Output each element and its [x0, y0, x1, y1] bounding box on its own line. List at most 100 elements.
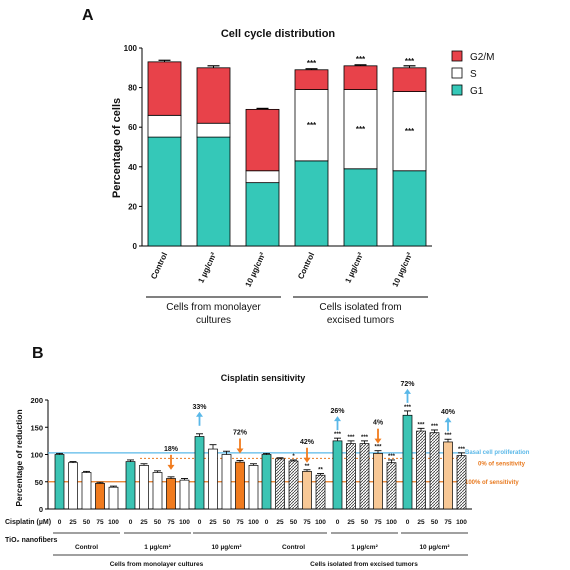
chart-b-dose-label: 100: [315, 519, 326, 526]
chart-b-y-tick-label: 150: [30, 423, 43, 432]
chart-b-dose-label: 100: [108, 519, 119, 526]
chart-b-bar: [221, 454, 232, 510]
chart-b-dose-label: 50: [83, 519, 91, 526]
chart-b-arrow-label: 18%: [164, 446, 179, 453]
chart-b-super-label: Cells from monolayer cultures: [110, 561, 204, 568]
chart-a-y-tick-label: 20: [128, 202, 137, 211]
chart-a-group-label: cultures: [196, 315, 231, 326]
chart-b-super-label: Cells isolated from excised tumors: [310, 561, 418, 568]
chart-b-dose-label: 0: [198, 519, 202, 526]
chart-b-dose-label: 100: [248, 519, 259, 526]
chart-a-legend-swatch: [451, 50, 463, 62]
chart-a-bar-g1: [294, 160, 329, 247]
up-arrow-icon: [334, 416, 341, 422]
chart-b-bar: [456, 455, 467, 510]
chart-b-dose-label: 50: [154, 519, 162, 526]
chart-b-bar: [125, 461, 136, 510]
chart-b-dose-label: 0: [336, 519, 340, 526]
chart-b-significance: *: [292, 454, 295, 460]
down-arrow-icon: [167, 464, 175, 470]
chart-b-dose-label: 100: [386, 519, 397, 526]
chart-a-legend-label: G2/M: [470, 52, 494, 63]
chart-b-dose-label: 25: [276, 519, 284, 526]
chart-b-significance: ***: [417, 422, 425, 428]
chart-b-significance: **: [305, 464, 310, 470]
chart-b-arrow-label: 42%: [300, 439, 315, 446]
chart-a-y-tick-label: 40: [128, 163, 137, 172]
chart-b-bar: [275, 458, 285, 510]
chart-a-bar-g2m: [392, 67, 427, 92]
chart-a-bar-g1: [147, 136, 182, 247]
chart-b-arrow-label: 72%: [233, 429, 248, 436]
chart-a-title: Cell cycle distribution: [221, 28, 336, 40]
chart-a-bar-s: [196, 122, 231, 138]
chart-b-bar: [166, 478, 176, 510]
chart-b-significance: ***: [374, 445, 382, 451]
chart-a-bar-g1: [343, 168, 378, 247]
chart-a-y-tick-label: 100: [124, 44, 138, 53]
chart-b-y-tick-label: 200: [30, 396, 43, 405]
chart-b-y-tick-label: 0: [39, 505, 43, 514]
chart-b-bar: [81, 472, 92, 510]
chart-a-legend-swatch: [451, 67, 463, 79]
chart-b-significance: ***: [334, 432, 342, 438]
chart-b-bar: [386, 462, 397, 510]
chart-a-bar-s: [294, 89, 329, 162]
chart-a-s-significance: ***: [356, 125, 366, 134]
chart-b-bar: [402, 414, 413, 510]
chart-b-bar: [373, 453, 383, 510]
zero-sensitivity-label: 0% of sensitivity: [478, 461, 526, 467]
chart-b-bar: [139, 465, 149, 510]
chart-b-dose-label: 75: [444, 519, 452, 526]
chart-b-group-label: 1 µg/cm²: [351, 544, 378, 551]
chart-b-bar: [429, 432, 440, 510]
chart-b-significance: ***: [431, 424, 439, 430]
chart-b-dose-label: 50: [361, 519, 369, 526]
chart-b-dose-label: 100: [456, 519, 467, 526]
chart-a-s-significance: ***: [307, 121, 317, 130]
chart-b-bar: [95, 483, 105, 510]
chart-a-bar-s: [245, 170, 280, 184]
chart-b-dose-label: 75: [374, 519, 382, 526]
chart-a-bar-g2m: [245, 108, 280, 172]
chart-b-dose-label: 75: [96, 519, 104, 526]
chart-a-legend-swatch: [451, 84, 463, 96]
tio2-row-label: TiO₂ nanofibers: [5, 537, 57, 544]
chart-b-group-label: 10 µg/cm²: [211, 544, 242, 551]
chart-b-ylabel: Percentage of reduction: [14, 409, 24, 506]
chart-a-bar-g2m: [294, 69, 329, 90]
chart-a-bar-g1: [392, 170, 427, 247]
chart-b-dose-label: 75: [167, 519, 175, 526]
panel-b-letter: B: [32, 345, 44, 362]
chart-a-category-label: 1 µg/cm²: [196, 251, 218, 285]
chart-b-group-label: 10 µg/cm²: [419, 544, 450, 551]
chart-b-group-label: Control: [75, 544, 98, 551]
chart-b-arrow-label: 33%: [192, 404, 207, 411]
chart-b-bar: [346, 443, 356, 510]
chart-b-significance: ***: [404, 405, 412, 411]
chart-b-arrow-label: 40%: [441, 409, 456, 416]
chart-b-significance: ***: [444, 433, 452, 439]
chart-b-dose-label: 0: [265, 519, 269, 526]
chart-b-dose-label: 100: [179, 519, 190, 526]
hundred-sensitivity-label: 100% of sensitivity: [465, 480, 519, 486]
chart-b-bar: [248, 465, 259, 510]
chart-a-bar-g1: [196, 136, 231, 247]
chart-a-bar-g2m: [196, 67, 231, 124]
chart-b-dose-label: 25: [417, 519, 425, 526]
chart-a-legend-label: S: [470, 69, 477, 80]
chart-b-bar: [332, 440, 343, 510]
chart-b-significance: **: [318, 468, 323, 474]
chart-a-category-label: Control: [149, 251, 169, 281]
chart-a-significance: ***: [356, 55, 366, 64]
chart-b-dose-label: 50: [223, 519, 231, 526]
chart-b-bar: [359, 443, 370, 510]
chart-b-bar: [416, 430, 426, 510]
chart-a-category-label: 10 µg/cm²: [243, 251, 267, 289]
chart-b-significance: ***: [458, 447, 466, 453]
chart-b-bar: [54, 454, 65, 510]
chart-b-bar: [235, 461, 245, 510]
chart-a-category-label: 10 µg/cm²: [390, 251, 414, 289]
chart-b-bar: [179, 479, 190, 510]
